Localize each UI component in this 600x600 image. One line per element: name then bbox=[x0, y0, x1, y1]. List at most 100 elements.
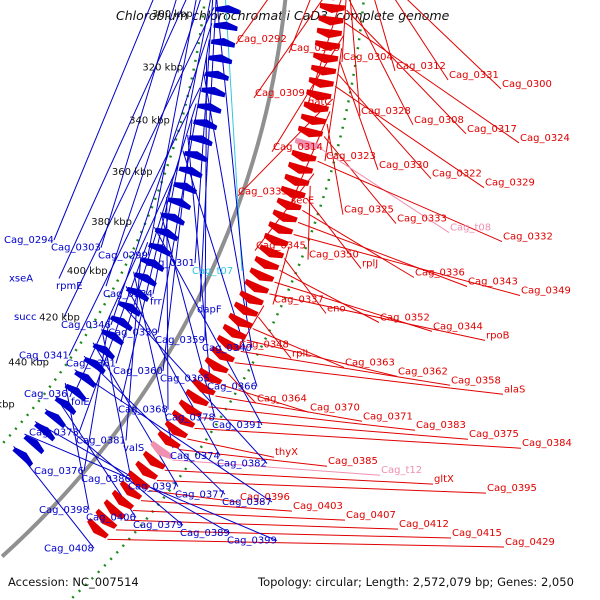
reverse-gene-label: Cag_0386 bbox=[81, 474, 131, 485]
forward-gene-label: rplJ bbox=[362, 259, 378, 270]
forward-leader-line bbox=[187, 438, 275, 458]
reverse-gene-label: Cag_0339 bbox=[108, 328, 158, 339]
forward-gene-label: Cag_0358 bbox=[451, 375, 501, 386]
forward-gene-mark bbox=[254, 255, 280, 270]
forward-leader-line bbox=[201, 417, 469, 440]
reverse-gene-label: Cag_0301 bbox=[145, 258, 195, 269]
reverse-gene-label: Cag_0365 bbox=[160, 374, 210, 385]
forward-gene-label: Cag_0308 bbox=[414, 115, 464, 126]
reverse-gene-mark bbox=[12, 447, 34, 467]
reverse-gene-mark bbox=[197, 103, 222, 114]
forward-gene-mark bbox=[135, 460, 159, 480]
reverse-gene-mark bbox=[23, 435, 45, 455]
forward-gene-mark bbox=[198, 367, 223, 385]
forward-leader-line bbox=[221, 384, 310, 413]
reverse-leader-line bbox=[92, 342, 179, 487]
reverse-gene-label: Cag_0341 bbox=[19, 351, 69, 362]
forward-gene-label: Cag_t08 bbox=[450, 223, 491, 234]
reverse-gene-mark bbox=[188, 135, 213, 147]
reverse-gene-mark bbox=[34, 422, 56, 442]
forward-gene-mark bbox=[87, 518, 109, 539]
reverse-gene-mark bbox=[183, 151, 208, 163]
forward-gene-label: Cag_0407 bbox=[346, 510, 396, 521]
scale-label: 360 kbp bbox=[112, 167, 153, 178]
forward-gene-mark bbox=[287, 161, 314, 174]
reverse-leader-line bbox=[203, 71, 253, 348]
forward-gene-label: Cag_0349 bbox=[521, 286, 571, 297]
scale-label: 400 kbp bbox=[67, 266, 108, 277]
reverse-gene-mark bbox=[213, 21, 238, 32]
forward-gene-label: gltX bbox=[434, 474, 454, 485]
forward-gene-mark bbox=[233, 301, 259, 317]
reverse-leader-line bbox=[204, 55, 208, 341]
forward-gene-label: Cag_0350 bbox=[309, 250, 359, 261]
reverse-leader-line bbox=[199, 0, 217, 302]
reverse-gene-label: Cag_0374 bbox=[170, 451, 220, 462]
reverse-gene-label: Cag_0406 bbox=[86, 513, 136, 524]
forward-gene-mark bbox=[210, 345, 235, 363]
forward-gene-mark bbox=[157, 430, 181, 449]
reverse-gene-mark bbox=[140, 257, 165, 272]
forward-gene-mark bbox=[294, 137, 321, 150]
forward-gene-label: Cag_0352 bbox=[380, 313, 430, 324]
reverse-leader-line bbox=[63, 6, 215, 318]
reverse-gene-label: succ bbox=[14, 312, 37, 323]
forward-gene-label: Cag_0396 bbox=[240, 492, 290, 503]
reverse-gene-label: Cag_0346 bbox=[61, 320, 111, 331]
forward-gene-label: Cag_0415 bbox=[452, 528, 502, 539]
forward-leader-line bbox=[394, 0, 449, 81]
forward-leader-line bbox=[334, 85, 485, 189]
forward-gene-label: Cag_0337 bbox=[274, 295, 324, 306]
forward-leader-line bbox=[194, 427, 522, 449]
reverse-gene-mark bbox=[193, 119, 218, 131]
forward-leader-line bbox=[374, 0, 396, 72]
forward-leader-line bbox=[337, 73, 432, 180]
forward-gene-mark bbox=[291, 149, 317, 162]
forward-gene-label: Cag_0330 bbox=[379, 160, 429, 171]
reverse-leader-line bbox=[100, 0, 177, 248]
forward-leader-line bbox=[339, 60, 379, 170]
forward-gene-label: Cag_0384 bbox=[522, 438, 572, 449]
forward-leader-line bbox=[172, 459, 381, 476]
forward-gene-mark bbox=[228, 312, 253, 329]
reverse-gene-mark bbox=[154, 227, 179, 242]
forward-gene-label: Cag_0336 bbox=[415, 268, 465, 279]
inner-track-guide bbox=[0, 0, 207, 449]
reverse-leader-line bbox=[110, 23, 213, 325]
reverse-gene-label: Cag_0377 bbox=[175, 489, 225, 500]
gene-labels: Cag_0292Cag_0305Cag_0304Cag_0312Cag_0331… bbox=[4, 34, 572, 554]
forward-gene-label: Cag_0309 bbox=[255, 88, 305, 99]
forward-gene-label: secE bbox=[291, 196, 314, 207]
forward-leader-line bbox=[240, 350, 451, 386]
reverse-gene-mark bbox=[147, 242, 172, 257]
forward-gene-mark bbox=[306, 89, 332, 101]
forward-leader-line bbox=[156, 480, 487, 494]
reverse-leader-line bbox=[120, 181, 173, 403]
reverse-gene-mark bbox=[54, 397, 77, 416]
forward-gene-label: Cag_0364 bbox=[257, 393, 307, 404]
reverse-gene-label: Cag_0366 bbox=[207, 381, 257, 392]
reverse-leader-line bbox=[68, 87, 201, 356]
reverse-gene-mark bbox=[64, 383, 87, 402]
reverse-gene-label: Cag_0359 bbox=[155, 335, 205, 346]
reverse-gene-label: Cag_0379 bbox=[133, 520, 183, 531]
forward-gene-mark bbox=[319, 2, 346, 14]
reverse-gene-label: Cag_0368 bbox=[118, 405, 168, 416]
forward-gene-label: Cag_0375 bbox=[469, 429, 519, 440]
forward-gene-mark bbox=[303, 101, 329, 113]
reverse-gene-mark bbox=[207, 54, 233, 65]
reverse-gene-mark bbox=[204, 70, 229, 81]
forward-leader-line bbox=[234, 362, 504, 395]
reverse-leader-line bbox=[58, 0, 187, 279]
forward-gene-label: Cag_0385 bbox=[328, 456, 378, 467]
forward-gene-label: Cag_0328 bbox=[361, 106, 411, 117]
reverse-gene-mark bbox=[215, 5, 240, 15]
reverse-gene-mark bbox=[161, 212, 185, 226]
reverse-gene-label: Cag_0399 bbox=[227, 536, 277, 547]
reverse-gene-mark bbox=[118, 301, 141, 317]
forward-leader-line bbox=[253, 0, 323, 99]
reverse-leader-line bbox=[83, 355, 226, 495]
